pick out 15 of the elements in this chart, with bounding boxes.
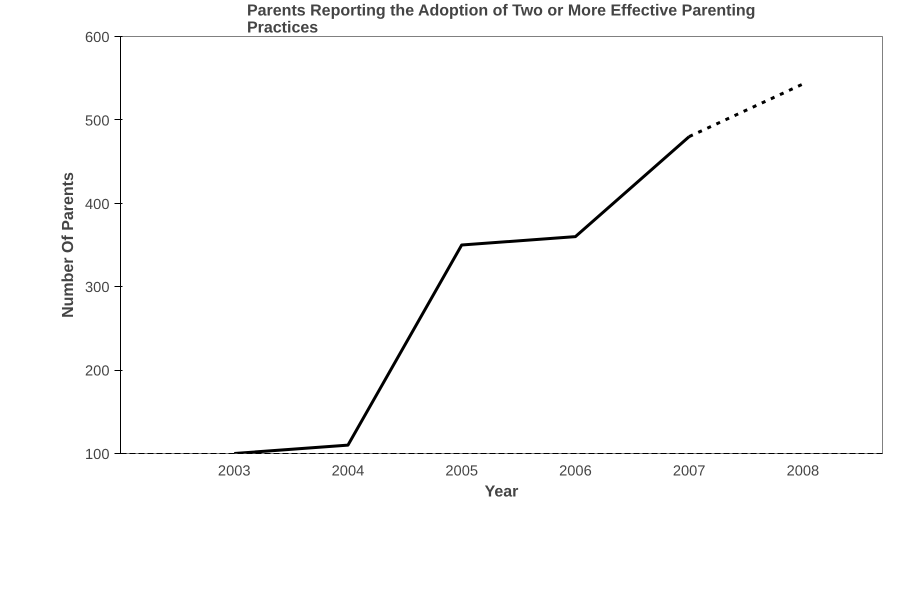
x-tick-label: 2005 xyxy=(445,464,478,480)
y-tick-label: 400 xyxy=(85,196,110,213)
y-tick-label: 200 xyxy=(85,364,110,380)
x-tick-label: 2008 xyxy=(786,464,820,480)
y-tick-label: 500 xyxy=(85,113,110,130)
y-axis-title: Number Of Parents xyxy=(60,172,78,318)
y-tick-label: 300 xyxy=(85,280,110,296)
y-tick-label: 600 xyxy=(85,30,110,46)
chart-title: Parents Reporting the Adoption of Two or More Effective Parenting Practices xyxy=(246,2,756,36)
x-tick-label: 2007 xyxy=(672,464,706,480)
x-axis-title: Year xyxy=(484,484,518,500)
x-tick-label: 2006 xyxy=(559,464,592,480)
x-tick-label: 2004 xyxy=(332,464,364,480)
y-tick-label: 100 xyxy=(85,447,110,463)
x-tick-label: 2003 xyxy=(218,464,251,480)
